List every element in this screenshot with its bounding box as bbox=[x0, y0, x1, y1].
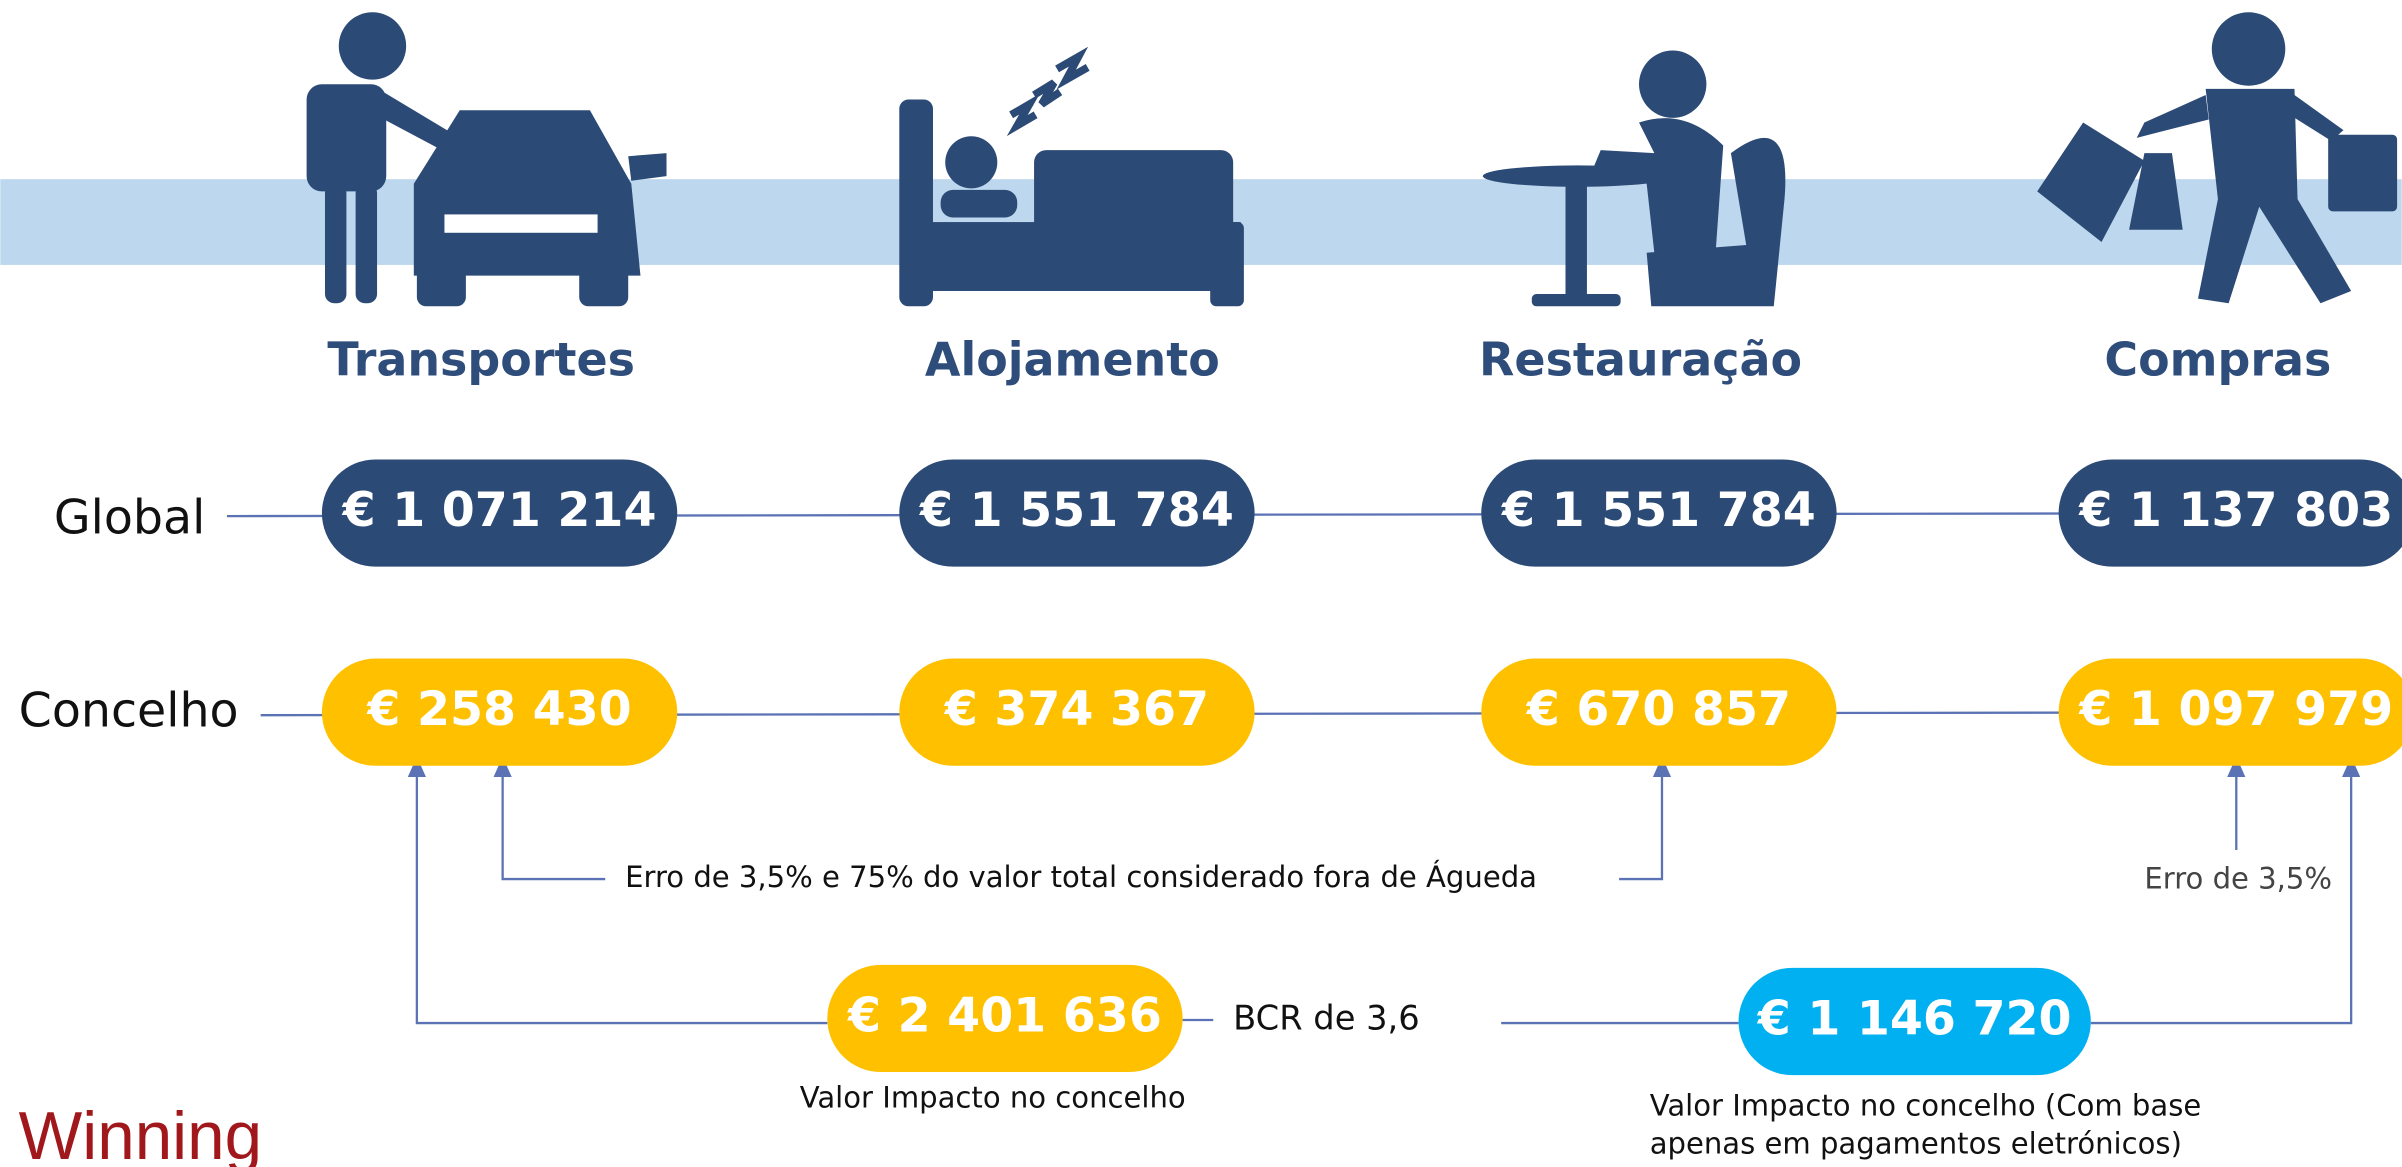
category-label: Compras bbox=[2104, 332, 2331, 386]
pill-value: € 1 146 720 bbox=[1757, 992, 2072, 1047]
pill bbox=[827, 964, 1183, 1073]
bcr: BCR de 3,6 bbox=[1233, 998, 1420, 1037]
category-label: Transportes bbox=[327, 332, 635, 386]
pill-value: € 1 097 979 bbox=[2078, 682, 2393, 737]
row-label: Global bbox=[54, 491, 205, 546]
pill bbox=[321, 459, 678, 567]
annotation: Erro de 3,5% bbox=[2144, 862, 2332, 896]
pill bbox=[2058, 658, 2402, 766]
pill bbox=[1481, 658, 1837, 766]
icon-restaurant bbox=[1482, 50, 1786, 307]
logo: Winning bbox=[19, 1099, 262, 1167]
pill-value: € 374 367 bbox=[944, 682, 1209, 737]
pill-value: € 1 137 803 bbox=[2078, 483, 2393, 538]
pill bbox=[1738, 967, 2091, 1076]
pill-value: € 1 551 784 bbox=[1501, 483, 1816, 538]
pill bbox=[321, 658, 678, 766]
icon-shopping bbox=[2037, 12, 2398, 304]
annotation: Erro de 3,5% e 75% do valor total consid… bbox=[625, 860, 1537, 894]
connectors bbox=[226, 511, 2402, 1025]
row-label: Concelho bbox=[19, 684, 239, 739]
pill-value: € 2 401 636 bbox=[847, 988, 1162, 1043]
caption: Valor Impacto no concelho bbox=[800, 1081, 1186, 1115]
icon-lodging bbox=[899, 46, 1244, 307]
pill bbox=[899, 459, 1255, 567]
pill bbox=[1481, 459, 1837, 567]
pill-value: € 1 071 214 bbox=[342, 483, 657, 538]
category-label: Alojamento bbox=[925, 332, 1220, 386]
pill bbox=[899, 658, 1255, 766]
caption: Valor Impacto no concelho (Com base bbox=[1650, 1088, 2202, 1122]
pill-value: € 1 551 784 bbox=[919, 483, 1234, 538]
pill-value: € 670 857 bbox=[1526, 682, 1791, 737]
pill bbox=[2058, 459, 2402, 567]
category-label: Restauração bbox=[1479, 332, 1802, 386]
icon-transport bbox=[306, 12, 667, 307]
caption: apenas em pagamentos eletrónicos) bbox=[1650, 1127, 2182, 1161]
pill-value: € 258 430 bbox=[366, 682, 631, 737]
